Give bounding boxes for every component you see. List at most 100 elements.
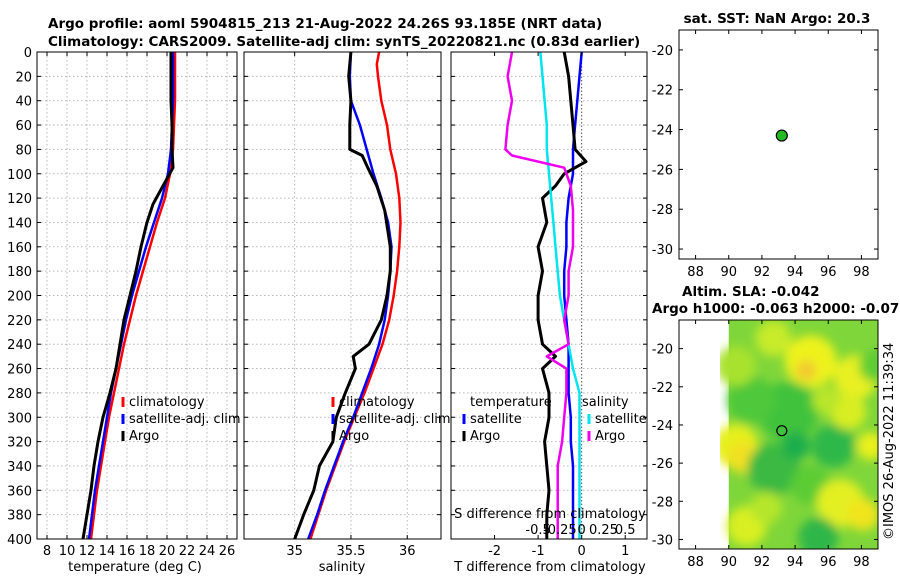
salinity-legend-label-1: satellite-adj. clim <box>339 412 451 427</box>
depth-label-20: 20 <box>15 70 32 85</box>
depth-label-200: 200 <box>7 290 32 305</box>
temperature-xtick-label-16: 16 <box>119 544 136 559</box>
sla-heat-cell-8 <box>727 376 776 425</box>
sst-ytick-label--28: -28 <box>652 203 673 218</box>
sla-heat-cell-17 <box>798 517 839 549</box>
sla-title-2: Argo h1000: -0.063 h2000: -0.079 <box>652 301 900 317</box>
depth-label-280: 280 <box>7 387 32 402</box>
sla-heat-cell-21 <box>811 386 840 415</box>
sla-frame <box>678 319 879 550</box>
depth-label-40: 40 <box>15 95 32 110</box>
sla-heat-cell-18 <box>859 349 878 382</box>
difference-s-tick-3: 0.25 <box>589 523 618 538</box>
temperature-xtick-label-14: 14 <box>99 544 116 559</box>
depth-label-260: 260 <box>7 363 32 378</box>
header-line-2: Climatology: CARS2009. Satellite-adj cli… <box>48 34 640 50</box>
difference-sal-legend-label-1: Argo <box>595 429 625 444</box>
difference-s-tick-0: -0.5 <box>525 523 550 538</box>
sst-ytick-label--24: -24 <box>652 124 673 139</box>
salinity-xtick-label-35.5: 35.5 <box>336 544 365 559</box>
sst-xtick-label-96: 96 <box>820 265 837 280</box>
temperature-series-climatology <box>89 52 177 540</box>
difference-legend-salinity-title: salinity <box>582 395 629 410</box>
sst-xtick-label-98: 98 <box>853 265 870 280</box>
difference-s-tick-2: 0 <box>578 523 586 538</box>
sst-xtick-label-90: 90 <box>720 265 737 280</box>
depth-label-340: 340 <box>7 460 32 475</box>
difference-xtick-label-0: 0 <box>578 544 586 559</box>
depth-label-160: 160 <box>7 241 32 256</box>
salinity-xlabel: salinity <box>319 560 366 575</box>
imos-stamp: ©IMOS 26-Aug-2022 11:39:34 <box>882 343 897 540</box>
depth-label-380: 380 <box>7 509 32 524</box>
sla-argo-marker <box>776 425 788 437</box>
difference-xlabel: T difference from climatology <box>453 560 646 575</box>
sst-xtick-label-94: 94 <box>787 265 804 280</box>
sla-xtick-label-88: 88 <box>687 555 704 570</box>
salinity-xtick-label-36: 36 <box>399 544 416 559</box>
temperature-xtick-label-10: 10 <box>59 544 76 559</box>
sla-heatmap <box>720 320 878 549</box>
temperature-legend-label-2: Argo <box>129 429 159 444</box>
difference-xtick-label--1: -1 <box>532 544 545 559</box>
sst-ytick-label--30: -30 <box>652 243 673 258</box>
difference-series-t_argo <box>536 51 588 539</box>
temperature-legend-label-0: climatology <box>129 395 205 410</box>
difference-s-tick-1: -0.25 <box>543 523 577 538</box>
temperature-xtick-label-20: 20 <box>159 544 176 559</box>
difference-xtick-label-1: 1 <box>621 544 629 559</box>
temperature-series-argo <box>81 52 175 540</box>
sla-ytick-label--28: -28 <box>652 495 673 510</box>
sla-heat-cell-9 <box>811 423 856 468</box>
depth-label-300: 300 <box>7 411 32 426</box>
depth-label-80: 80 <box>15 143 32 158</box>
sst-ytick-label--26: -26 <box>652 163 673 178</box>
sla-xtick-label-90: 90 <box>720 555 737 570</box>
sst-xtick-label-92: 92 <box>754 265 771 280</box>
difference-top-label: S difference from climatology <box>454 507 646 522</box>
difference-s-tick-4: 0.5 <box>615 523 636 538</box>
difference-xtick-label--2: -2 <box>488 544 501 559</box>
depth-label-0: 0 <box>24 46 32 61</box>
sst-title: sat. SST: NaN Argo: 20.3 <box>684 11 871 27</box>
sla-heat-cell-16 <box>750 491 783 524</box>
sla-ytick-label--24: -24 <box>652 419 673 434</box>
sst-ytick-label--22: -22 <box>652 84 673 99</box>
sla-ytick-label--26: -26 <box>652 457 673 472</box>
depth-label-60: 60 <box>15 119 32 134</box>
salinity-frame <box>243 51 442 540</box>
depth-label-120: 120 <box>7 192 32 207</box>
sla-xtick-label-94: 94 <box>787 555 804 570</box>
sla-xtick-label-98: 98 <box>853 555 870 570</box>
temperature-xtick-label-12: 12 <box>79 544 96 559</box>
depth-label-180: 180 <box>7 265 32 280</box>
sla-heat-cell-20 <box>781 431 810 460</box>
depth-label-360: 360 <box>7 484 32 499</box>
sst-ytick-label--20: -20 <box>652 44 673 59</box>
sst-xtick-label-88: 88 <box>687 265 704 280</box>
sla-heat-cell-4 <box>784 335 837 388</box>
depth-label-400: 400 <box>7 533 32 548</box>
sla-xtick-label-92: 92 <box>754 555 771 570</box>
sla-heat-cell-5 <box>796 360 817 381</box>
depth-label-140: 140 <box>7 216 32 231</box>
temperature-xlabel: temperature (deg C) <box>68 560 202 575</box>
sla-xtick-label-96: 96 <box>820 555 837 570</box>
header-line-1: Argo profile: aoml 5904815_213 21-Aug-20… <box>48 16 602 32</box>
temperature-xtick-label-24: 24 <box>199 544 216 559</box>
sla-heat-cell-19 <box>720 345 757 386</box>
depth-label-240: 240 <box>7 338 32 353</box>
sla-ytick-label--30: -30 <box>652 533 673 548</box>
salinity-legend-label-0: climatology <box>339 395 415 410</box>
difference-series-s_argo <box>504 51 575 539</box>
salinity-series-argo <box>293 51 392 540</box>
depth-label-320: 320 <box>7 436 32 451</box>
sla-heat-cell-15 <box>847 498 878 531</box>
difference-series-s_sat <box>539 51 581 539</box>
sla-title-1: Altim. SLA: -0.042 <box>682 284 819 300</box>
sla-heat-cell-3 <box>755 320 792 357</box>
temperature-xtick-label-18: 18 <box>139 544 156 559</box>
temperature-xtick-label-8: 8 <box>43 544 51 559</box>
sla-heat-cell-11 <box>856 431 878 460</box>
